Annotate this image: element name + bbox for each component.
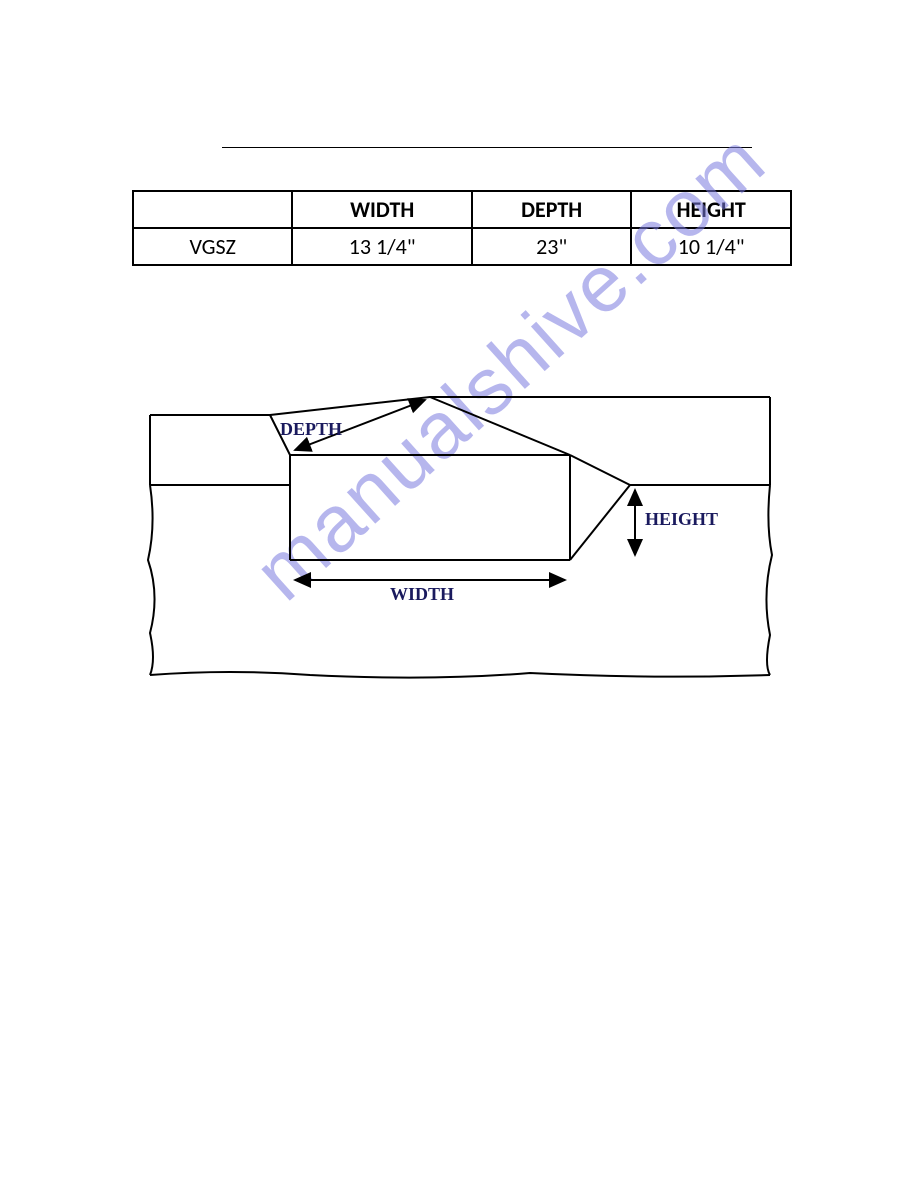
col-header-width: WIDTH [292,191,471,228]
cell-height: 10 1/4" [631,228,791,265]
cutout-diagram: DEPTH WIDTH HEIGHT [130,375,790,725]
cell-width: 13 1/4" [292,228,471,265]
cell-depth: 23" [472,228,632,265]
table-row: VGSZ 13 1/4" 23" 10 1/4" [133,228,791,265]
cell-model: VGSZ [133,228,292,265]
horizontal-rule [222,147,752,148]
label-width: WIDTH [390,584,454,604]
col-header-depth: DEPTH [472,191,632,228]
dimensions-table: WIDTH DEPTH HEIGHT VGSZ 13 1/4" 23" 10 1… [132,190,792,266]
col-header-blank [133,191,292,228]
label-height: HEIGHT [645,509,718,529]
diagram-svg: DEPTH WIDTH HEIGHT [130,375,790,725]
label-depth: DEPTH [280,419,342,439]
col-header-height: HEIGHT [631,191,791,228]
table-header-row: WIDTH DEPTH HEIGHT [133,191,791,228]
